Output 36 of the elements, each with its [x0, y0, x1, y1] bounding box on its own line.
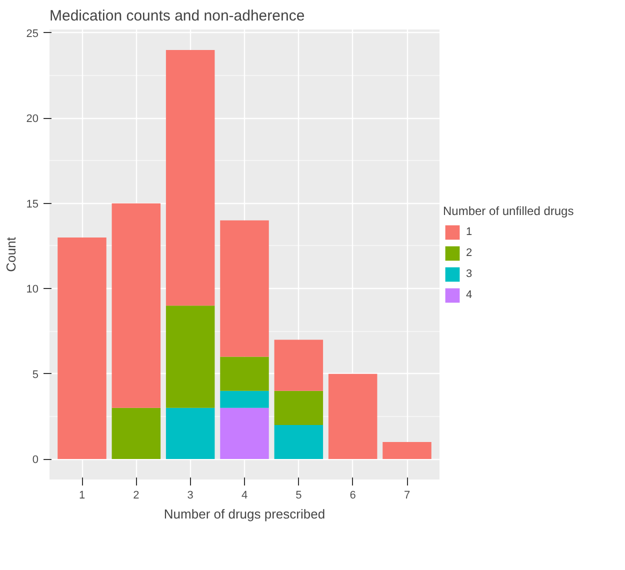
legend-title: Number of unfilled drugs — [443, 204, 574, 218]
y-tick-label: 0 — [32, 454, 39, 466]
bar — [274, 340, 324, 391]
bar — [112, 408, 161, 460]
x-tick-label: 1 — [78, 490, 86, 502]
bar — [220, 408, 269, 460]
y-tick-label: 15 — [26, 198, 39, 210]
legend-label: 2 — [466, 247, 474, 259]
x-axis-title: Number of drugs prescribed — [164, 506, 326, 522]
x-tick-label: 7 — [404, 490, 410, 502]
legend-label: 4 — [466, 289, 474, 301]
bar — [112, 203, 161, 408]
bar — [166, 306, 215, 408]
bar — [166, 408, 215, 460]
x-tick-label: 2 — [133, 490, 140, 502]
x-tick-label: 4 — [241, 490, 248, 502]
x-tick-label: 6 — [350, 490, 356, 502]
bar — [220, 390, 269, 408]
chart-title: Medication counts and non-adherence — [50, 8, 305, 24]
y-tick-label: 10 — [26, 284, 39, 296]
bar — [166, 50, 215, 306]
bar — [58, 237, 106, 460]
legend-label: 3 — [466, 268, 474, 280]
y-tick-label: 25 — [26, 28, 39, 40]
bar — [328, 374, 378, 460]
y-axis-title: Count — [3, 236, 18, 272]
x-tick-label: 5 — [296, 490, 302, 502]
y-tick-label: 5 — [32, 368, 39, 381]
bar — [274, 424, 324, 460]
bar — [220, 356, 269, 391]
bar — [220, 220, 269, 357]
bar — [274, 390, 324, 425]
legend-label: 1 — [466, 226, 474, 238]
x-tick-label: 3 — [187, 490, 194, 502]
y-tick-label: 20 — [26, 113, 39, 126]
bar — [382, 442, 432, 460]
